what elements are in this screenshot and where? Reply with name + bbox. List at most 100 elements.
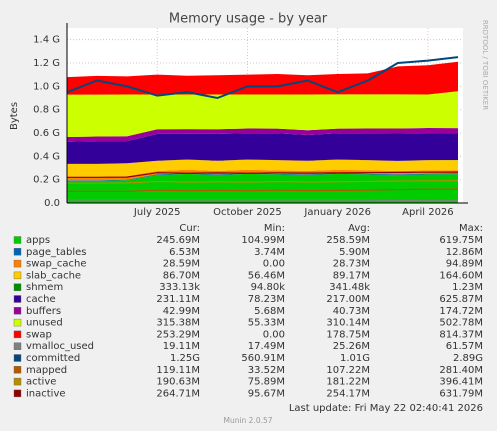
legend-value: 181.22M — [326, 377, 370, 388]
line — [67, 199, 459, 202]
version: Munin 2.0.57 — [223, 416, 272, 425]
legend-value: 42.99M — [163, 306, 200, 317]
legend-value: 0.00 — [263, 259, 285, 270]
legend-value: 94.80k — [251, 282, 286, 293]
y-axis-label: Bytes — [9, 102, 20, 130]
legend-label: committed — [26, 353, 80, 364]
legend-value: 40.73M — [333, 306, 370, 317]
legend-value: 107.22M — [326, 365, 370, 376]
line — [66, 56, 459, 100]
legend-value: 253.29M — [156, 329, 200, 340]
line — [67, 171, 459, 178]
legend-swatch — [13, 354, 22, 362]
legend-swatch — [13, 283, 22, 291]
legend-value: 631.79M — [439, 388, 483, 399]
x-tick-label: April 2026 — [402, 207, 453, 218]
legend-value: 3.74M — [254, 247, 285, 258]
watermark: RRDTOOL / TOBI OETIKER — [481, 20, 489, 110]
legend-label: mapped — [26, 365, 67, 376]
legend-value: 2.89G — [453, 353, 483, 364]
stacked-area — [67, 173, 458, 181]
line — [67, 180, 459, 184]
line — [67, 188, 459, 192]
legend-swatch — [13, 330, 22, 339]
legend-value: 625.87M — [439, 294, 483, 305]
legend-value: 5.68M — [254, 306, 285, 317]
legend-value: 86.70M — [163, 270, 200, 281]
legend-swatch — [13, 236, 22, 244]
legend-value: 254.17M — [326, 388, 370, 399]
legend-value: 25.26M — [333, 341, 370, 352]
legend-value: 560.91M — [241, 353, 285, 364]
legend-value: 17.49M — [248, 341, 285, 352]
legend-swatch — [13, 377, 22, 386]
legend-value: 6.53M — [169, 247, 200, 258]
stacked-area — [67, 61, 458, 95]
legend-label: active — [26, 377, 56, 388]
legend-swatch — [13, 318, 22, 327]
legend-swatch — [13, 295, 22, 303]
legend-value: 55.33M — [248, 318, 285, 329]
legend-swatch — [13, 342, 22, 350]
legend-value: 119.11M — [156, 365, 200, 376]
last-update: Last update: Fri May 22 02:40:41 2026 — [289, 403, 483, 414]
legend-header: Cur: — [179, 223, 200, 234]
stacked-area — [67, 159, 458, 177]
legend-value: 56.46M — [248, 270, 285, 281]
legend-value: 164.60M — [439, 270, 483, 281]
y-tick-label: 0.6 G — [33, 128, 60, 139]
legend-value: 310.14M — [326, 318, 370, 329]
y-tick-label: 1.0 G — [33, 81, 60, 92]
legend-value: 178.75M — [326, 329, 370, 340]
chart-title: Memory usage - by year — [169, 12, 328, 27]
legend-value: 12.86M — [446, 247, 483, 258]
x-tick-label: January 2026 — [303, 207, 371, 218]
legend-value: 28.73M — [333, 259, 370, 270]
legend-swatch — [13, 307, 22, 315]
legend-value: 28.59M — [163, 259, 200, 270]
legend-value: 217.00M — [326, 294, 370, 305]
legend-value: 281.40M — [439, 365, 483, 376]
legend-label: vmalloc_used — [26, 341, 94, 352]
stacked-area — [67, 133, 458, 164]
legend-value: 231.11M — [156, 294, 200, 305]
legend-value: 1.01G — [340, 353, 370, 364]
legend-value: 190.63M — [156, 377, 200, 388]
legend-value: 5.90M — [339, 247, 370, 258]
legend-value: 19.11M — [163, 341, 200, 352]
legend-value: 264.71M — [156, 388, 200, 399]
legend-swatch — [13, 366, 22, 374]
y-tick-label: 0.8 G — [33, 105, 60, 116]
legend-header: Min: — [264, 223, 285, 234]
legend-swatch — [13, 248, 22, 256]
legend-label: page_tables — [26, 247, 87, 258]
legend-value: 396.41M — [439, 377, 483, 388]
legend-header: Max: — [459, 223, 483, 234]
legend-value: 95.67M — [248, 388, 285, 399]
legend-value: 174.72M — [439, 306, 483, 317]
legend-label: inactive — [26, 388, 66, 399]
legend-label: swap_cache — [26, 259, 86, 270]
x-tick-label: July 2025 — [133, 207, 181, 218]
legend-value: 619.75M — [439, 235, 483, 246]
legend-value: 61.57M — [446, 341, 483, 352]
legend-swatch — [13, 389, 22, 398]
legend-value: 315.38M — [156, 318, 200, 329]
legend-value: 89.17M — [333, 270, 370, 281]
legend-swatch — [13, 271, 22, 280]
legend-value: 0.00 — [263, 329, 285, 340]
legend-value: 258.59M — [326, 235, 370, 246]
legend-value: 94.89M — [446, 259, 483, 270]
legend-value: 75.89M — [248, 377, 285, 388]
x-tick-label: October 2025 — [213, 207, 282, 218]
legend-value: 78.23M — [248, 294, 285, 305]
y-tick-label: 0.4 G — [33, 151, 60, 162]
legend-value: 341.48k — [329, 282, 370, 293]
legend-label: cache — [26, 294, 56, 305]
stacked-area — [67, 128, 458, 142]
legend-value: 1.25G — [170, 353, 200, 364]
y-tick-label: 0.2 G — [33, 175, 60, 186]
y-tick-label: 1.4 G — [33, 35, 60, 46]
